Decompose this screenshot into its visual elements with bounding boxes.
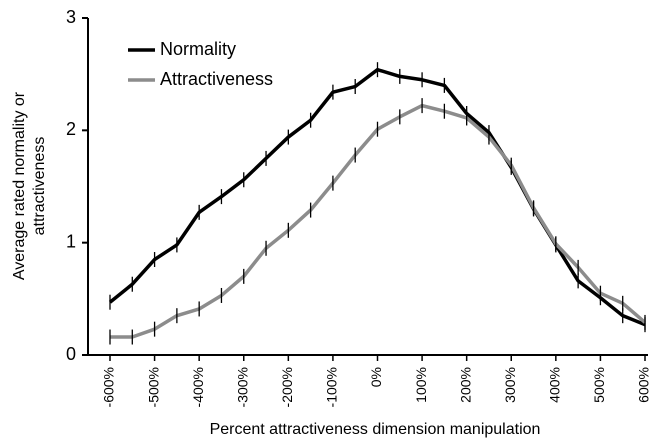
y-axis-title: Average rated normality or xyxy=(11,91,28,280)
y-tick-label: 3 xyxy=(66,7,76,27)
y-tick-label: 0 xyxy=(66,344,76,364)
data-line xyxy=(110,103,647,339)
x-axis-title: Percent attractiveness dimension manipul… xyxy=(210,421,541,438)
y-tick-label: 1 xyxy=(66,231,76,251)
x-tick-label: 0% xyxy=(368,367,384,387)
x-tick-label: 500% xyxy=(591,367,607,403)
x-tick-label: 300% xyxy=(502,367,518,403)
legend-label: Normality xyxy=(160,39,236,59)
x-tick-label: 200% xyxy=(457,367,473,403)
y-axis-title: attractiveness xyxy=(31,137,48,236)
data-line xyxy=(108,67,646,327)
legend-label: Attractiveness xyxy=(160,69,273,89)
x-tick-label: 100% xyxy=(413,367,429,403)
x-tick-label: -500% xyxy=(145,367,161,407)
x-tick-label: -200% xyxy=(279,367,295,407)
x-tick-label: 400% xyxy=(547,367,563,403)
x-tick-label: -300% xyxy=(234,367,250,407)
y-tick-label: 2 xyxy=(66,119,76,139)
x-tick-label: -600% xyxy=(101,367,117,407)
x-tick-label: 600% xyxy=(636,367,652,403)
x-tick-label: -100% xyxy=(324,367,340,407)
x-tick-label: -400% xyxy=(190,367,206,407)
